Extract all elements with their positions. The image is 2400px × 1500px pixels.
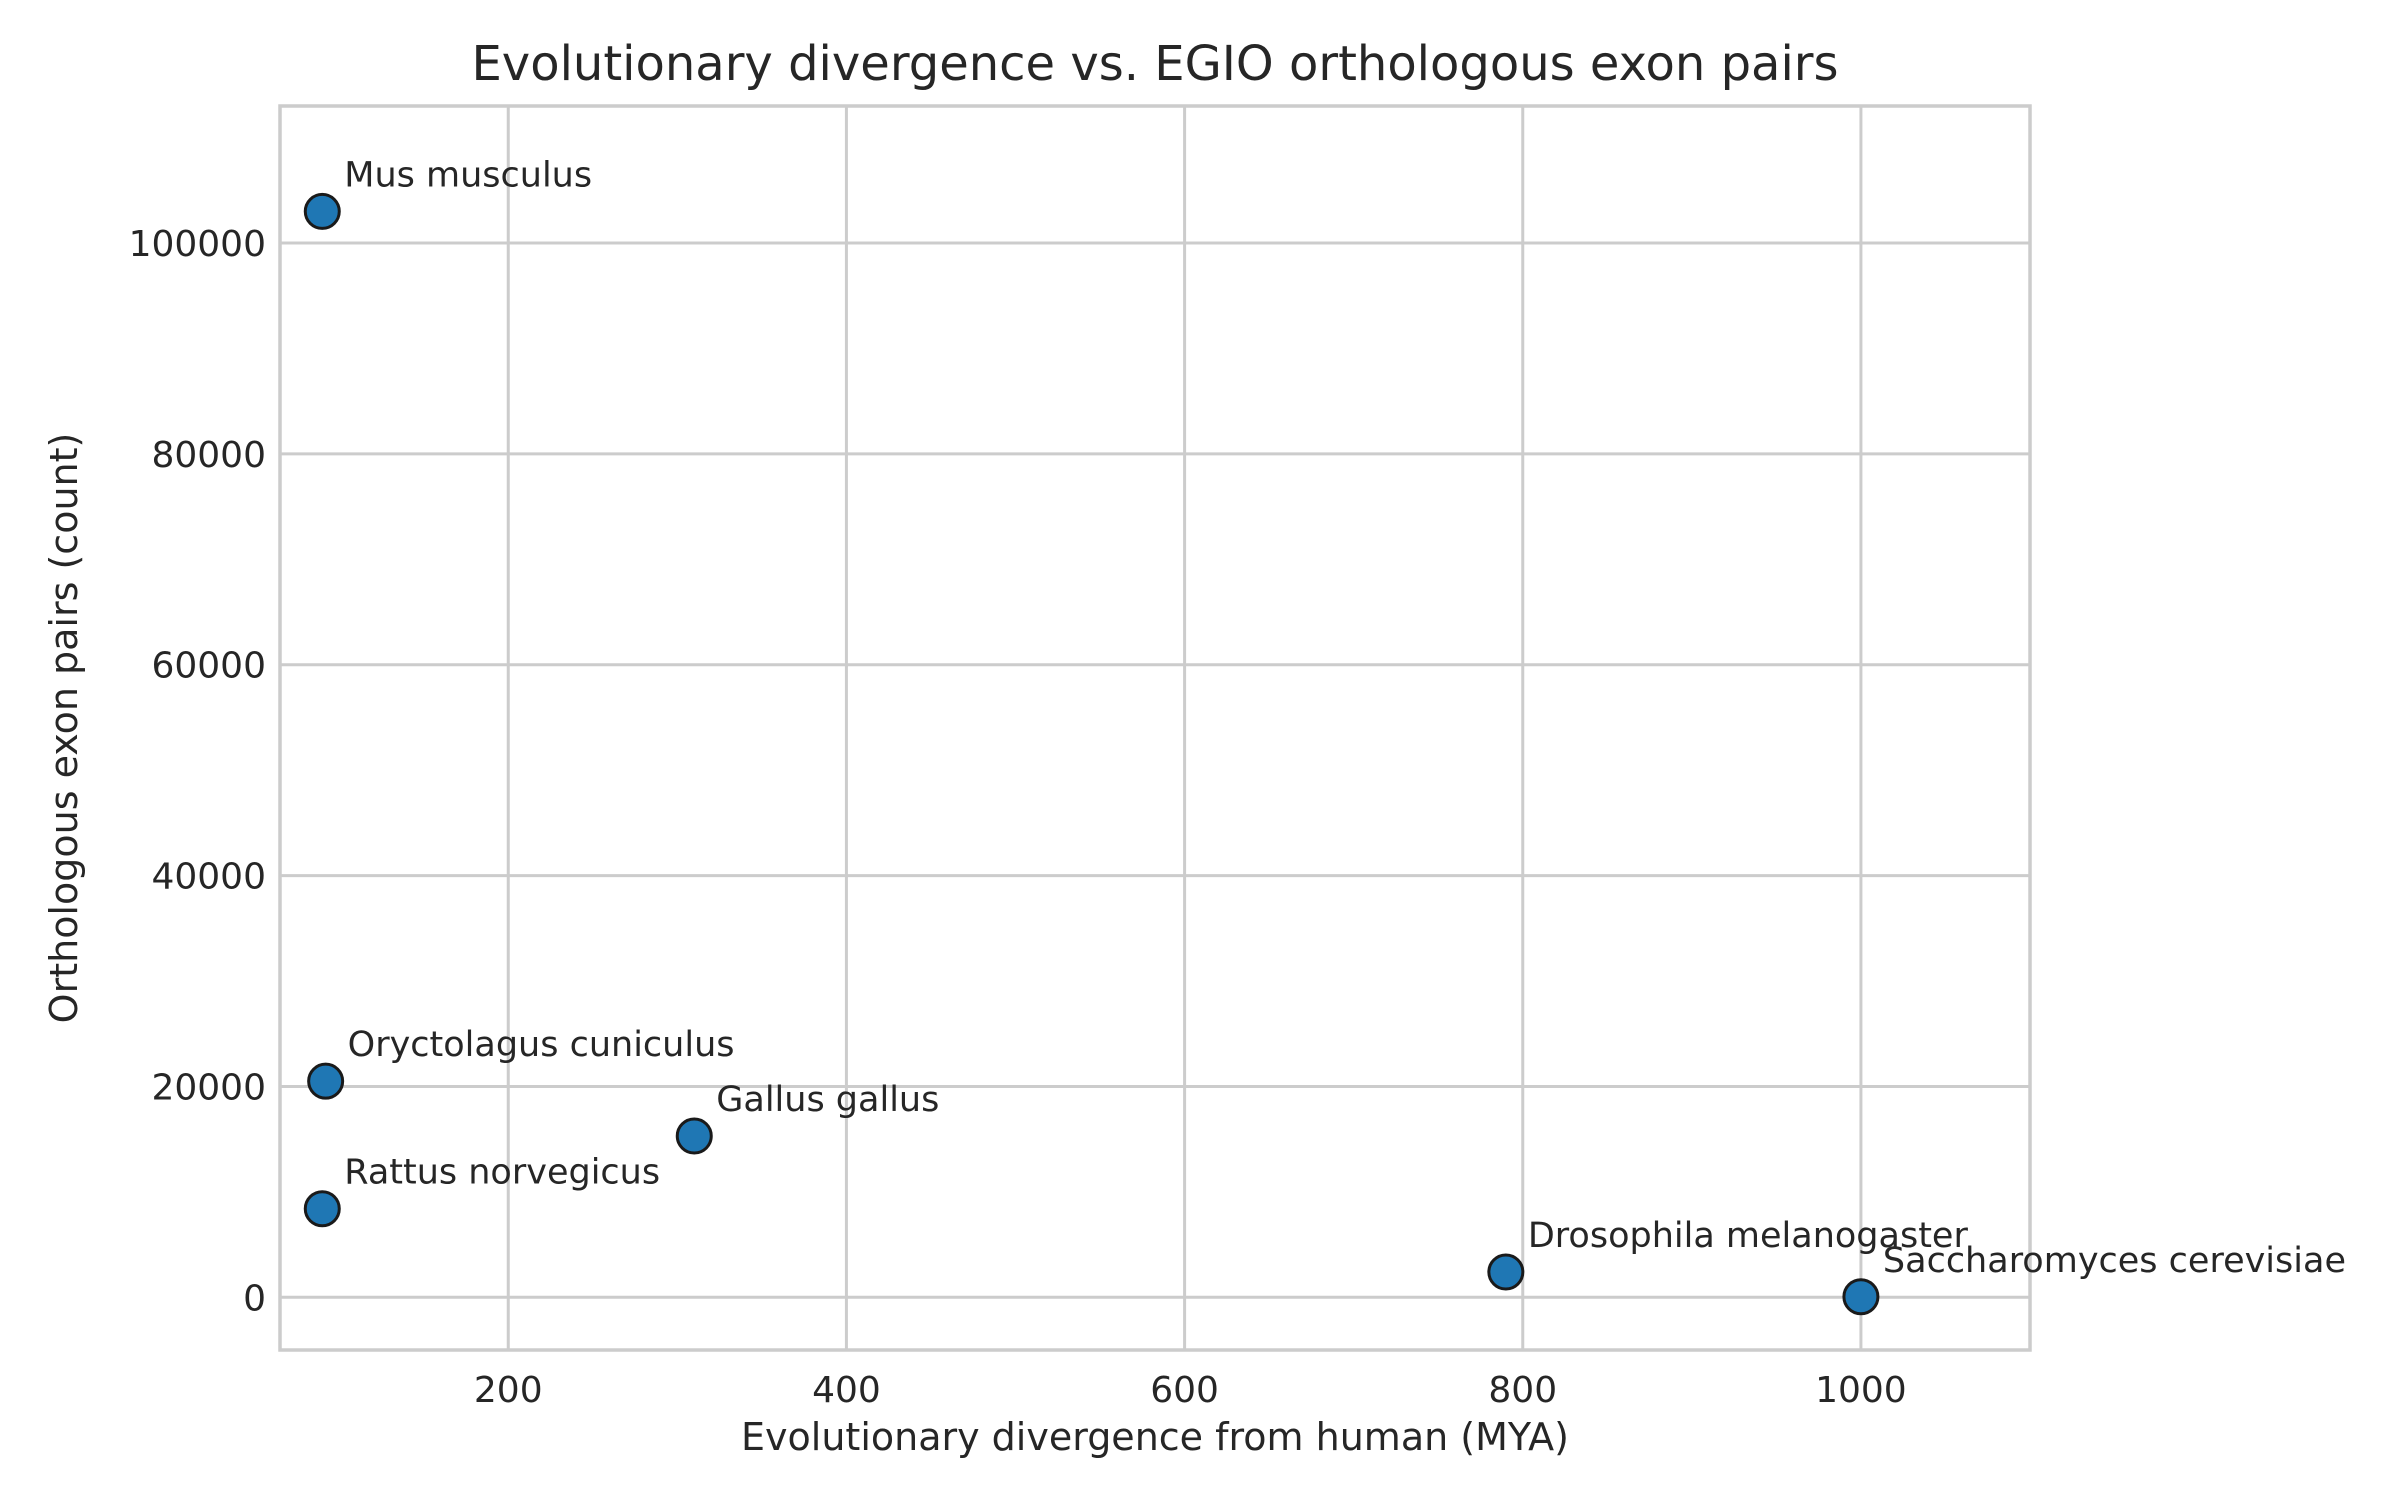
y-tick-label: 40000 — [151, 857, 266, 898]
y-axis-label: Orthologous exon pairs (count) — [42, 433, 86, 1024]
point-label: Mus musculus — [344, 155, 592, 195]
point-label: Saccharomyces cerevisiae — [1883, 1241, 2346, 1281]
y-tick-label: 100000 — [129, 224, 266, 265]
y-tick-label: 80000 — [151, 435, 266, 476]
data-point — [303, 1190, 341, 1228]
y-axis-ticks: 0 20000 40000 60000 80000 100000 — [129, 224, 266, 1319]
grid-layer — [280, 106, 2030, 1350]
point-label: Gallus gallus — [716, 1080, 939, 1120]
point-label: Rattus norvegicus — [344, 1153, 660, 1193]
data-point — [1487, 1253, 1525, 1291]
x-tick-label: 800 — [1488, 1370, 1557, 1411]
data-point — [303, 192, 341, 230]
x-tick-label: 600 — [1150, 1370, 1219, 1411]
point-labels: Mus musculus Oryctolagus cuniculus Rattus … — [344, 155, 2346, 1280]
x-axis-ticks: 200 400 600 800 1000 — [474, 1370, 1907, 1411]
plot-frame — [278, 104, 2032, 1352]
y-tick-label: 0 — [243, 1278, 266, 1319]
y-tick-label: 60000 — [151, 646, 266, 687]
x-axis-label: Evolutionary divergence from human (MYA) — [741, 1415, 1569, 1459]
data-point — [307, 1062, 345, 1100]
data-point — [675, 1117, 713, 1155]
data-point — [1842, 1278, 1880, 1316]
point-label: Drosophila melanogaster — [1528, 1216, 1969, 1256]
y-tick-label: 20000 — [151, 1067, 266, 1108]
x-tick-label: 1000 — [1815, 1370, 1907, 1411]
point-label: Oryctolagus cuniculus — [348, 1025, 735, 1065]
chart-title: Evolutionary divergence vs. EGIO ortholo… — [471, 36, 1838, 92]
data-points — [303, 192, 1880, 1316]
x-tick-label: 200 — [474, 1370, 543, 1411]
x-tick-label: 400 — [812, 1370, 881, 1411]
